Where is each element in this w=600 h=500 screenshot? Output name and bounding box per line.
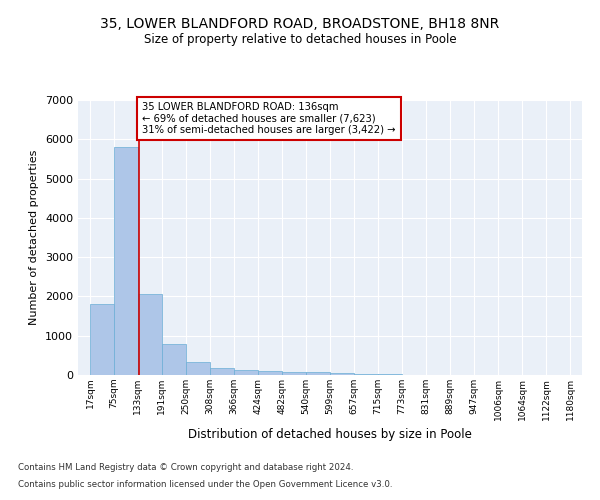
Bar <box>186 362 210 375</box>
Bar <box>234 370 258 375</box>
Bar <box>162 344 186 375</box>
Bar <box>210 368 234 375</box>
Text: Size of property relative to detached houses in Poole: Size of property relative to detached ho… <box>143 32 457 46</box>
Bar <box>282 372 306 375</box>
Text: 35, LOWER BLANDFORD ROAD, BROADSTONE, BH18 8NR: 35, LOWER BLANDFORD ROAD, BROADSTONE, BH… <box>100 18 500 32</box>
Bar <box>90 304 114 375</box>
Bar <box>378 374 402 375</box>
Bar <box>258 371 282 375</box>
Text: Contains HM Land Registry data © Crown copyright and database right 2024.: Contains HM Land Registry data © Crown c… <box>18 464 353 472</box>
Bar <box>330 373 354 375</box>
Text: Contains public sector information licensed under the Open Government Licence v3: Contains public sector information licen… <box>18 480 392 489</box>
X-axis label: Distribution of detached houses by size in Poole: Distribution of detached houses by size … <box>188 428 472 441</box>
Bar <box>354 374 378 375</box>
Bar <box>306 372 330 375</box>
Y-axis label: Number of detached properties: Number of detached properties <box>29 150 40 325</box>
Text: 35 LOWER BLANDFORD ROAD: 136sqm
← 69% of detached houses are smaller (7,623)
31%: 35 LOWER BLANDFORD ROAD: 136sqm ← 69% of… <box>142 102 396 135</box>
Bar <box>138 294 162 375</box>
Bar <box>114 147 138 375</box>
